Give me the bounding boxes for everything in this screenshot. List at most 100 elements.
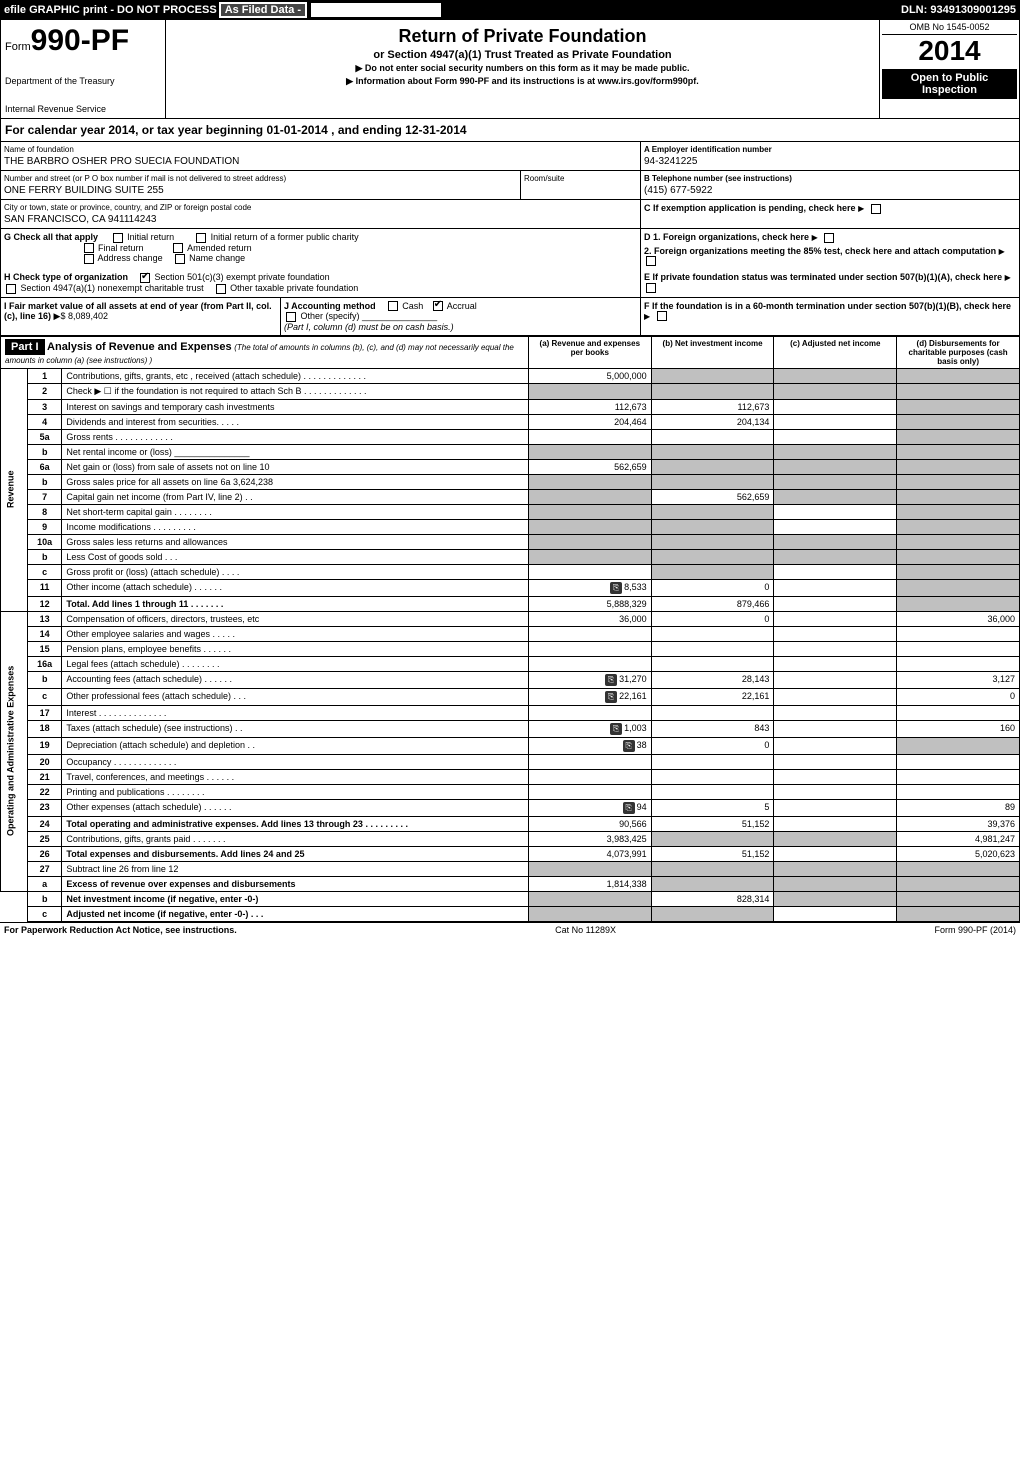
addr-label: Number and street (or P O box number if … [4,174,517,183]
row-num: 9 [28,519,62,534]
g-final-checkbox[interactable] [84,243,94,253]
amt-b [651,754,774,769]
tax-year: 2014 [882,35,1017,67]
g-addr-checkbox[interactable] [84,254,94,264]
amt-b [651,906,774,921]
j-cash: Cash [402,301,423,311]
amt-b: 828,314 [651,891,774,906]
g-name-checkbox[interactable] [175,254,185,264]
e-checkbox[interactable] [646,283,656,293]
amt-a: 36,000 [528,611,651,626]
amt-a [528,705,651,720]
d2-checkbox[interactable] [646,256,656,266]
amt-a [528,861,651,876]
amt-b [651,459,774,474]
tel-value: (415) 677-5922 [644,185,1016,196]
amt-d [897,906,1020,921]
table-row: 21 Travel, conferences, and meetings . .… [1,769,1020,784]
c-checkbox[interactable] [871,204,881,214]
attachment-icon[interactable]: ⎘ [610,723,622,735]
amt-d [897,414,1020,429]
form-no-big: 990-PF [31,24,129,57]
amt-d [897,891,1020,906]
amt-a: 204,464 [528,414,651,429]
amt-a [528,891,651,906]
amt-a [528,489,651,504]
footer-mid: Cat No 11289X [237,925,935,935]
amt-b [651,368,774,383]
attachment-icon[interactable]: ⎘ [605,674,617,686]
g-initial-former-checkbox[interactable] [196,233,206,243]
attachment-icon[interactable]: ⎘ [610,582,622,594]
row-num: 14 [28,626,62,641]
row-desc: Gross rents . . . . . . . . . . . . [62,429,529,444]
g-amended-checkbox[interactable] [173,243,183,253]
amt-d [897,534,1020,549]
g-initial-former: Initial return of a former public charit… [211,232,359,242]
part1-header-row: Part I Analysis of Revenue and Expenses … [1,336,1020,368]
tel-cell: B Telephone number (see instructions) (4… [641,171,1019,200]
row-num: b [28,474,62,489]
amt-c [774,596,897,611]
form-number: Form990-PF [5,24,161,58]
amt-c [774,383,897,399]
amt-d [897,861,1020,876]
part1-title: Analysis of Revenue and Expenses [47,341,232,353]
amt-b: 843 [651,720,774,737]
amt-b [651,705,774,720]
row-desc: Interest . . . . . . . . . . . . . . [62,705,529,720]
j-accrual-checkbox[interactable] [433,301,443,311]
table-row: 14 Other employee salaries and wages . .… [1,626,1020,641]
table-row: 17 Interest . . . . . . . . . . . . . . [1,705,1020,720]
header-right: OMB No 1545-0052 2014 Open to Public Ins… [879,20,1019,118]
d1-checkbox[interactable] [824,233,834,243]
attachment-icon[interactable]: ⎘ [623,802,635,814]
j-cash-checkbox[interactable] [388,301,398,311]
amt-d [897,519,1020,534]
attachment-icon[interactable]: ⎘ [605,691,617,703]
row-desc: Legal fees (attach schedule) . . . . . .… [62,656,529,671]
revenue-vertical-label: Revenue [1,368,28,611]
amt-c [774,368,897,383]
dln-label: DLN: 93491309001295 [901,4,1020,16]
attachment-icon[interactable]: ⎘ [623,740,635,752]
row-num: 8 [28,504,62,519]
g-initial-checkbox[interactable] [113,233,123,243]
arrow-icon [999,246,1007,256]
h-501c3-checkbox[interactable] [140,273,150,283]
city-label: City or town, state or province, country… [4,203,637,212]
row-desc: Other employee salaries and wages . . . … [62,626,529,641]
table-row: 18 Taxes (attach schedule) (see instruct… [1,720,1020,737]
row-num: 6a [28,459,62,474]
amt-c [774,474,897,489]
row-desc: Depreciation (attach schedule) and deple… [62,737,529,754]
table-row: a Excess of revenue over expenses and di… [1,876,1020,891]
h-4947-checkbox[interactable] [6,284,16,294]
amt-b [651,769,774,784]
amt-d [897,564,1020,579]
amt-b [651,444,774,459]
arrow-icon [644,311,652,321]
amt-d [897,504,1020,519]
row-num: 15 [28,641,62,656]
row-desc: Net short-term capital gain . . . . . . … [62,504,529,519]
amt-c [774,816,897,831]
amt-d [897,705,1020,720]
g-amended: Amended return [187,243,252,253]
amt-a: 112,673 [528,399,651,414]
f-checkbox[interactable] [657,311,667,321]
amt-c [774,656,897,671]
amt-d [897,549,1020,564]
amt-a: ⎘1,003 [528,720,651,737]
amt-b [651,626,774,641]
h-other-checkbox[interactable] [216,284,226,294]
amt-b [651,429,774,444]
j-other-checkbox[interactable] [286,312,296,322]
row-num: 21 [28,769,62,784]
amt-b: 0 [651,737,774,754]
main-table: Part I Analysis of Revenue and Expenses … [0,336,1020,922]
table-row: 25 Contributions, gifts, grants paid . .… [1,831,1020,846]
table-row: 9 Income modifications . . . . . . . . . [1,519,1020,534]
form-prefix: Form [5,41,31,53]
row-desc: Net rental income or (loss) ____________… [62,444,529,459]
